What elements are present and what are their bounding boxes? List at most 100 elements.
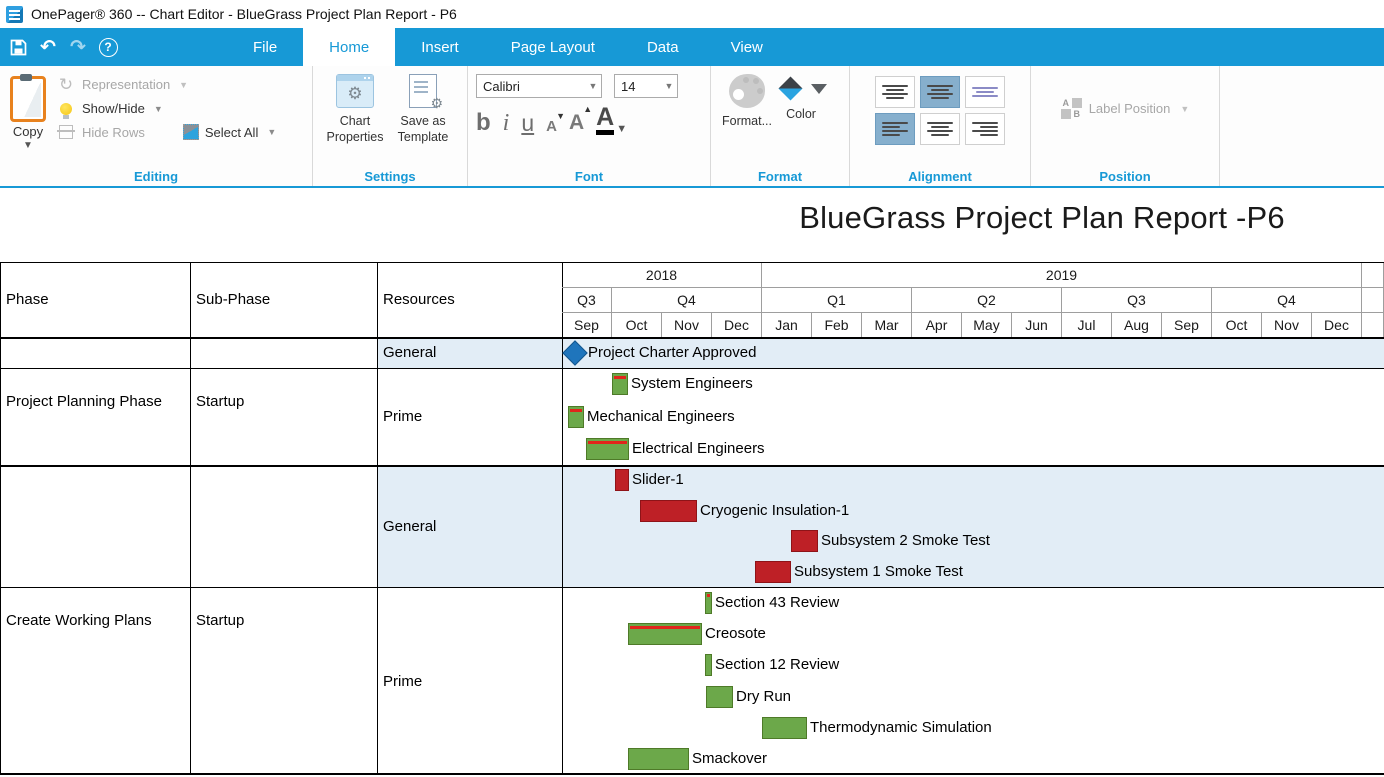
format-button[interactable]: Format... [721, 74, 773, 130]
representation-button[interactable]: ↻ Representation ▼ [56, 76, 276, 93]
subphase-cell[interactable]: Startup [196, 392, 245, 410]
chart-canvas: BlueGrass Project Plan Report -P6 Phase S… [0, 188, 1384, 777]
quick-access-toolbar: ↶ ↷ ? [0, 28, 132, 66]
resource-cell[interactable]: Prime [383, 672, 423, 690]
align-center-button[interactable] [920, 113, 960, 145]
chart-properties-button[interactable]: ⚙ Chart Properties [323, 74, 387, 145]
copy-button[interactable]: Copy ▼ [10, 74, 46, 151]
month-header: Jul [1062, 312, 1112, 337]
task-label: Slider-1 [632, 471, 684, 489]
task-bar-subsystem-2-smoke-test[interactable] [791, 530, 818, 553]
show-hide-button[interactable]: Show/Hide ▼ [56, 101, 276, 119]
month-header: Apr [912, 312, 962, 337]
chart-title[interactable]: BlueGrass Project Plan Report -P6 [799, 200, 1285, 235]
font-color-button[interactable]: A ▼ [596, 103, 628, 135]
column-header-sub-phase: Sub-Phase [196, 291, 271, 308]
task-bar-system-engineers[interactable] [612, 373, 628, 396]
bold-button[interactable]: b [476, 108, 491, 136]
task-bar-mechanical-engineers[interactable] [568, 405, 584, 428]
task-bar-dry-run[interactable] [706, 685, 733, 708]
editing-group-label: Editing [133, 169, 179, 184]
month-header: Jan [762, 312, 812, 337]
hide-rows-label: Hide Rows [82, 124, 145, 140]
tab-home[interactable]: Home [303, 28, 396, 66]
select-all-label: Select All [204, 124, 259, 140]
month-header: Sep [562, 312, 612, 337]
resource-cell[interactable]: General [383, 344, 437, 361]
help-icon[interactable]: ? [98, 37, 118, 57]
task-bar-section-12-review[interactable] [705, 654, 712, 677]
task-label: Creosote [705, 625, 766, 642]
save-icon[interactable] [8, 37, 28, 57]
row-band [377, 368, 1384, 465]
undo-icon[interactable]: ↶ [40, 36, 56, 58]
resource-cell[interactable]: General [383, 517, 437, 535]
color-button[interactable]: Color [777, 74, 827, 123]
align-middle-button[interactable] [920, 76, 960, 108]
task-label: Mechanical Engineers [587, 407, 735, 425]
underline-button[interactable]: u [521, 109, 535, 136]
align-bottom-button[interactable] [965, 76, 1005, 108]
row-band [377, 337, 1384, 368]
task-bar-section-43-review[interactable] [705, 591, 712, 614]
align-right-button[interactable] [965, 113, 1005, 145]
tab-data[interactable]: Data [646, 38, 679, 56]
task-label: Dry Run [736, 687, 792, 705]
phase-cell[interactable]: Create Working Plans [6, 611, 152, 629]
menubar: ↶ ↷ ? File Home Insert Page Layout Data View [0, 28, 1384, 66]
align-left-button[interactable] [875, 113, 915, 145]
shrink-font-button[interactable]: A ▼ [546, 110, 565, 135]
grow-font-button[interactable]: A ▲ [568, 103, 593, 134]
representation-label: Representation [82, 77, 171, 92]
task-bar-subsystem-1-smoke-test[interactable] [755, 560, 791, 583]
tab-file[interactable]: File [253, 38, 278, 56]
month-header: Aug [1112, 312, 1162, 337]
grid-line [0, 262, 1384, 263]
copy-icon [10, 74, 46, 122]
redo-icon[interactable]: ↷ [70, 36, 86, 58]
select-all-dropdown-icon[interactable]: ▼ [267, 127, 277, 137]
column-header-resources: Resources [383, 291, 455, 308]
copy-dropdown-icon[interactable]: ▼ [23, 140, 33, 151]
task-bar-slider-1[interactable] [615, 469, 629, 492]
align-top-button[interactable] [875, 76, 915, 108]
titlebar: OnePager® 360 -- Chart Editor - BlueGras… [0, 0, 1384, 28]
tab-page-layout[interactable]: Page Layout [510, 38, 595, 56]
show-hide-dropdown-icon[interactable]: ▼ [153, 103, 163, 114]
save-as-template-button[interactable]: ⚙ Save as Template [391, 74, 455, 145]
task-bar-creosote[interactable] [628, 623, 702, 645]
year-header: 2018 [562, 262, 762, 287]
task-bar-smackover[interactable] [628, 748, 689, 771]
month-header: Mar [862, 312, 912, 337]
font-size-select[interactable]: 14 ▼ [614, 74, 678, 98]
month-header: Nov [662, 312, 712, 337]
font-name-select[interactable]: Calibri ▼ [476, 74, 602, 98]
task-bar-electrical-engineers[interactable] [586, 437, 629, 460]
ribbon-group-alignment: Alignment [850, 66, 1031, 186]
ribbon-group-editing: Copy ▼ ↻ Representation ▼ Show/Hide ▼ Hi… [0, 66, 313, 186]
tab-insert[interactable]: Insert [421, 38, 459, 56]
select-all-icon [182, 124, 199, 140]
hide-rows-button[interactable]: Hide Rows [56, 125, 145, 140]
tab-view[interactable]: View [730, 38, 763, 56]
grid-line [0, 465, 1384, 467]
task-bar-cryogenic-insulation-1[interactable] [640, 499, 697, 522]
subphase-cell[interactable]: Startup [196, 611, 245, 629]
task-bar-thermodynamic-simulation[interactable] [762, 717, 807, 739]
grid-line [0, 368, 1384, 369]
task-label: Project Charter Approved [588, 343, 757, 361]
task-label: Subsystem 2 Smoke Test [821, 532, 990, 550]
ribbon-group-format: Format... Color Format [711, 66, 850, 186]
ribbon: Copy ▼ ↻ Representation ▼ Show/Hide ▼ Hi… [0, 66, 1384, 188]
color-dropdown-icon[interactable] [810, 84, 827, 94]
phase-cell[interactable]: Project Planning Phase [6, 392, 162, 410]
month-header: Dec [712, 312, 762, 337]
format-group-label: Format [757, 169, 803, 184]
select-all-button[interactable]: Select All ▼ [182, 124, 277, 140]
task-label: Section 12 Review [715, 656, 840, 674]
task-label: Electrical Engineers [632, 439, 765, 457]
resource-cell[interactable]: Prime [383, 408, 423, 425]
italic-button[interactable]: i [502, 109, 510, 136]
